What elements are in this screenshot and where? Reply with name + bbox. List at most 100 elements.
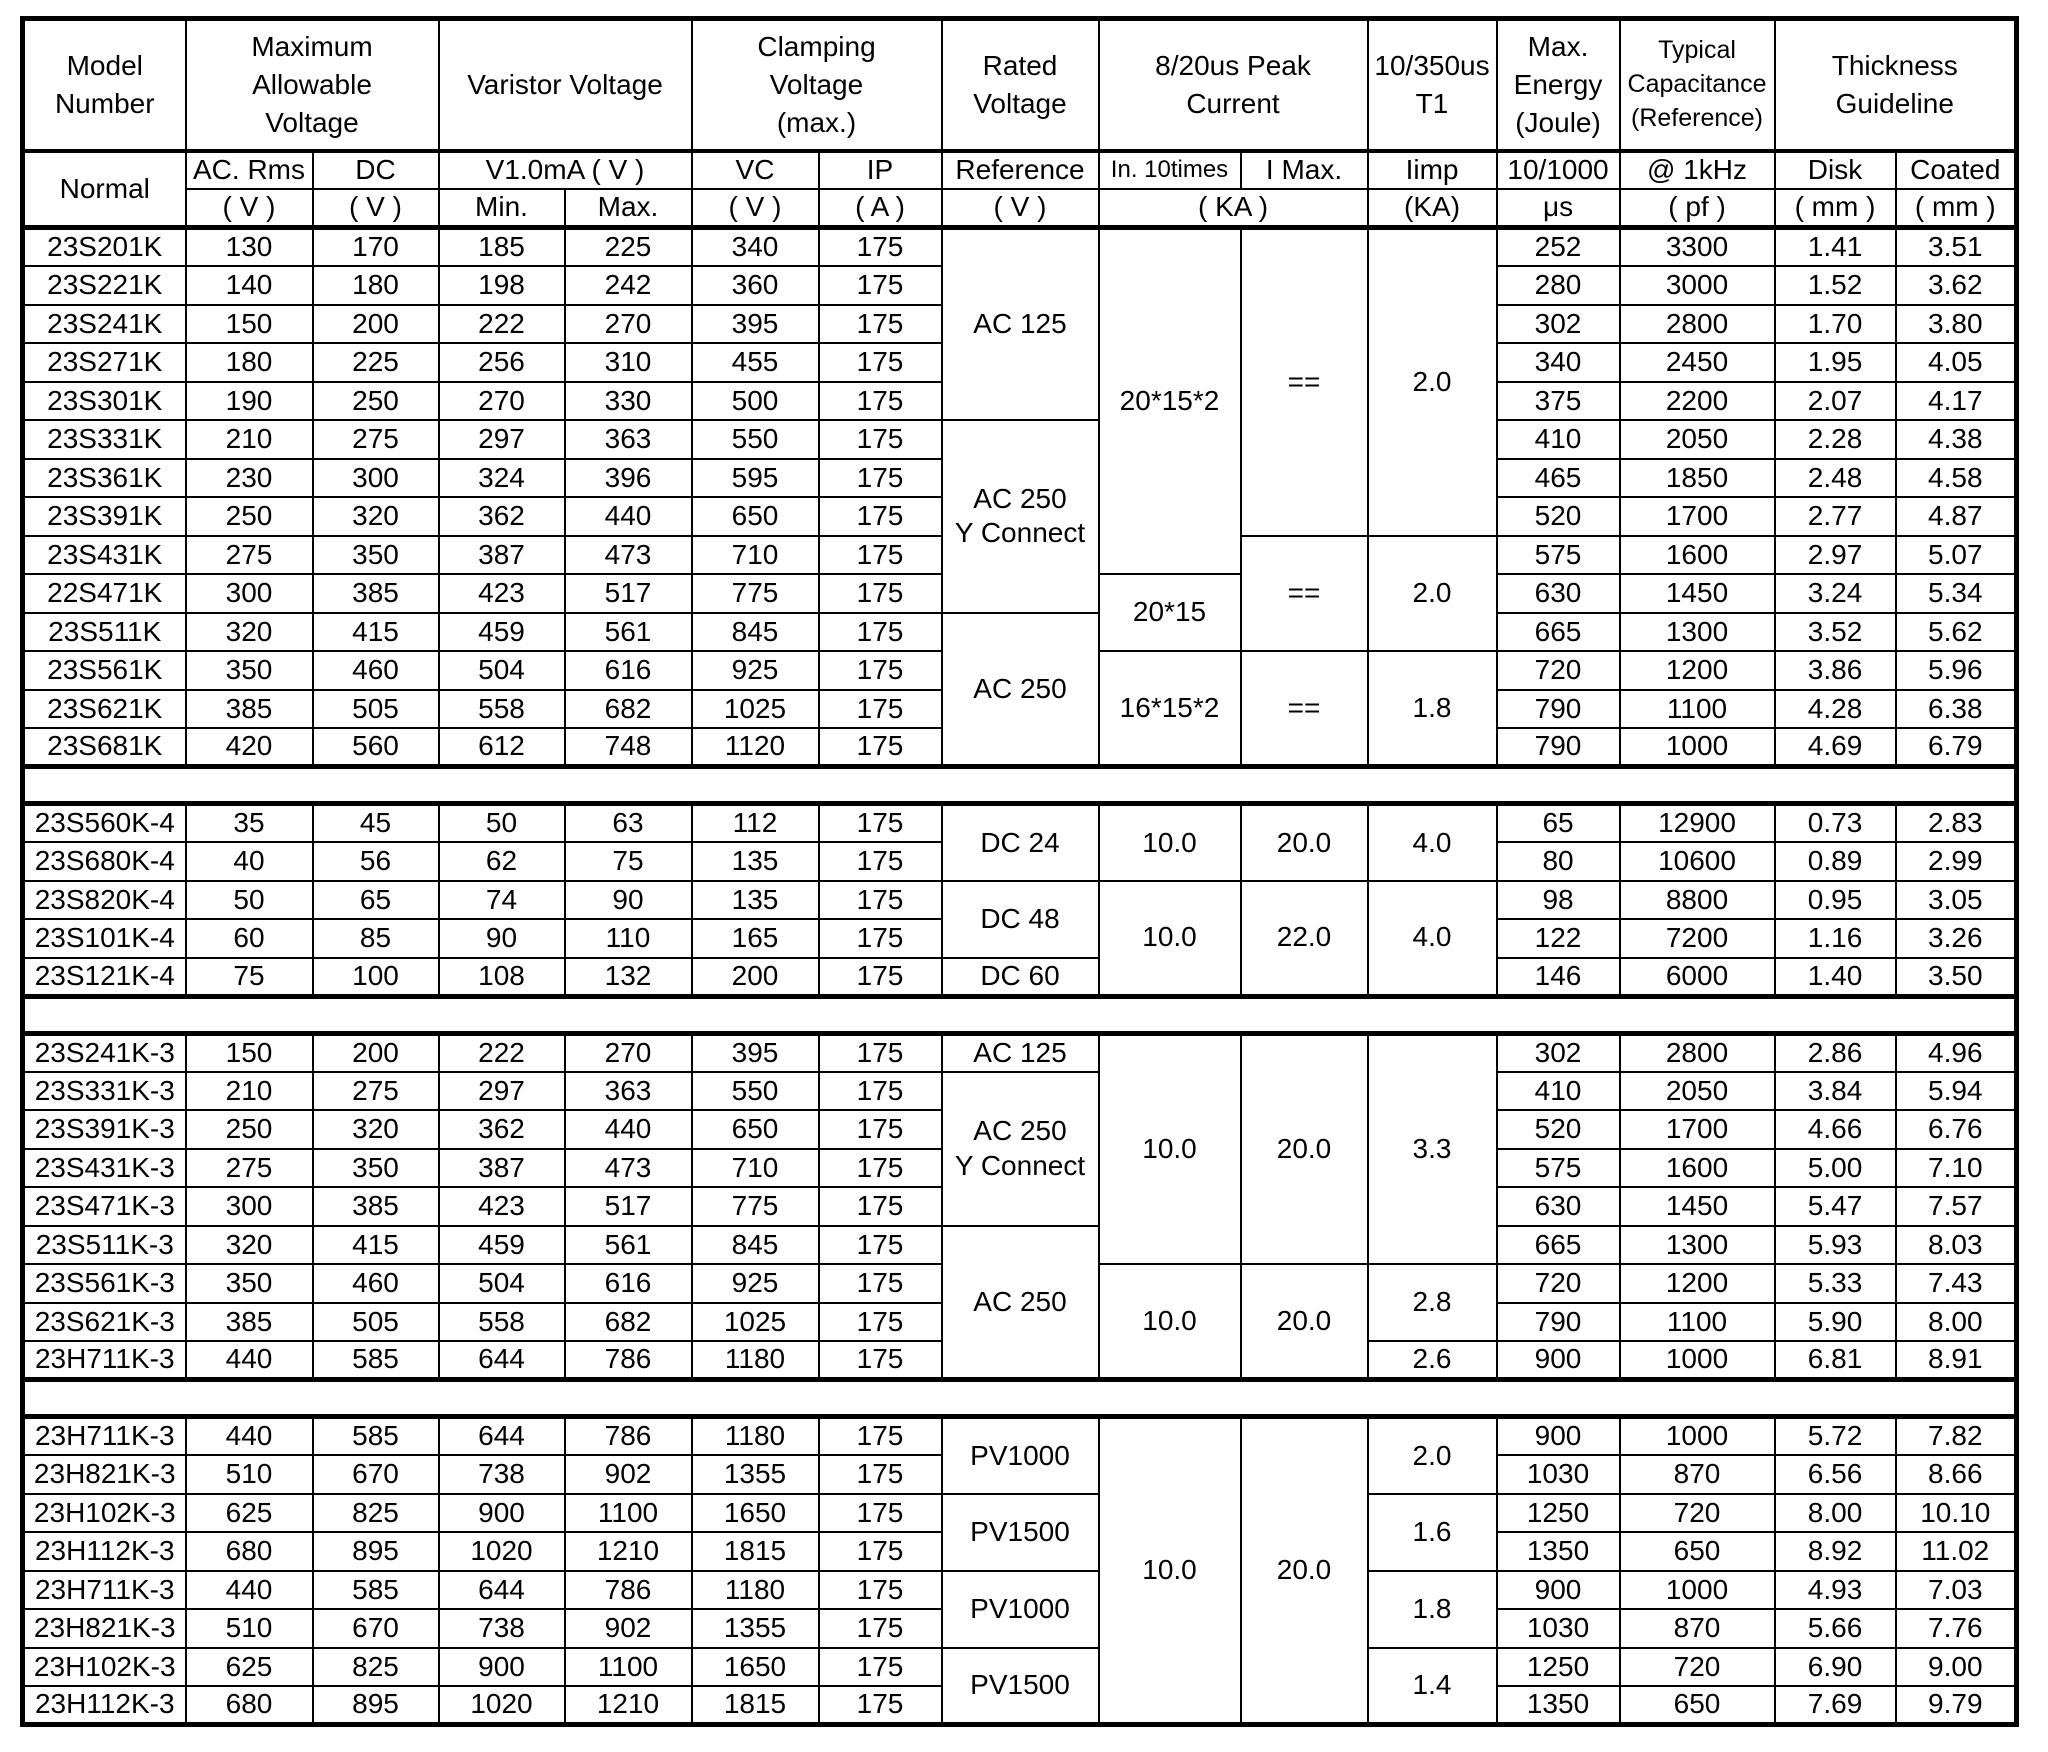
table-row: 23S391K-3 250 320 362 440 650 175 520 1700 4.66 6.… bbox=[21, 1109, 2018, 1150]
value-cell: 650 bbox=[1618, 1685, 1776, 1726]
value-cell: 1180 bbox=[690, 1340, 820, 1381]
table-row: 23S511K 320 415 459 561 845 175 AC 250 665 1300 3.… bbox=[21, 611, 2018, 768]
model-number-cell: 23H102K-3 bbox=[21, 1492, 187, 1533]
model-number-cell: 23S621K bbox=[21, 688, 187, 729]
value-cell: 275 bbox=[184, 534, 314, 575]
value-cell: 1025 bbox=[690, 688, 820, 729]
value-cell: 845 bbox=[690, 1224, 820, 1265]
value-cell: 420 bbox=[184, 727, 314, 768]
value-cell: 175 bbox=[817, 1685, 943, 1726]
table-body: 23S201K 130 170 185 225 340 175 AC 125 20*15*2 ==… bbox=[21, 226, 2018, 1726]
value-cell: 825 bbox=[311, 1492, 440, 1533]
value-cell: 210 bbox=[184, 1070, 314, 1111]
value-cell: 3.51 bbox=[1894, 226, 2018, 267]
value-cell: 175 bbox=[817, 1224, 943, 1265]
value-cell: 11.02 bbox=[1894, 1531, 2018, 1572]
value-cell: 250 bbox=[184, 1109, 314, 1150]
header-cell: DC bbox=[311, 149, 440, 190]
value-cell: 132 bbox=[563, 956, 693, 997]
table-row: 23S431K 275 350 387 473 710 175 == 2.0 575 1600 2.9… bbox=[21, 534, 2018, 652]
value-cell: 786 bbox=[563, 1415, 693, 1456]
group-label-cell: 4.0 bbox=[1366, 879, 1498, 997]
value-cell: 644 bbox=[437, 1415, 566, 1456]
value-cell: 396 bbox=[563, 457, 693, 498]
value-cell: 175 bbox=[817, 303, 943, 344]
value-cell: 900 bbox=[437, 1646, 566, 1687]
group-label-cell: 10.0 bbox=[1097, 802, 1242, 882]
value-cell: 423 bbox=[437, 573, 566, 614]
value-cell: 74 bbox=[437, 879, 566, 920]
table-row: 23S621K 385 505 558 682 1025 175 790 1100 4.28 6.3… bbox=[21, 688, 2018, 729]
value-cell: 1.95 bbox=[1773, 342, 1897, 383]
value-cell: 2.77 bbox=[1773, 496, 1897, 537]
header-cell: ( pf ) bbox=[1618, 187, 1776, 230]
group-label-cell: 20.0 bbox=[1239, 1032, 1369, 1265]
model-number-cell: 23S201K bbox=[21, 226, 187, 267]
model-number-cell: 23H821K-3 bbox=[21, 1608, 187, 1649]
header-row: Model Number Maximum Allowable Voltage Var… bbox=[21, 17, 2018, 153]
table-row: 23H821K-3 510 670 738 902 1355 175 1030 870 5.66 7… bbox=[21, 1608, 2018, 1649]
value-cell: 1030 bbox=[1495, 1454, 1621, 1495]
value-cell: 775 bbox=[690, 573, 820, 614]
value-cell: 415 bbox=[311, 611, 440, 652]
value-cell: 80 bbox=[1495, 841, 1621, 882]
value-cell: 2.83 bbox=[1894, 802, 2018, 843]
value-cell: 517 bbox=[563, 573, 693, 614]
value-cell: 175 bbox=[817, 879, 943, 920]
value-cell: 1650 bbox=[690, 1646, 820, 1687]
value-cell: 7.43 bbox=[1894, 1263, 2018, 1304]
value-cell: 320 bbox=[184, 1224, 314, 1265]
value-cell: 8.66 bbox=[1894, 1454, 2018, 1495]
table-row: 23S241K 150 200 222 270 395 175 302 2800 1.70 3.80 bbox=[21, 303, 2018, 344]
value-cell: 5.33 bbox=[1773, 1263, 1897, 1304]
header-cell: Disk bbox=[1773, 149, 1897, 190]
value-cell: 75 bbox=[563, 841, 693, 882]
spacer-cell bbox=[22, 1377, 2017, 1419]
value-cell: 440 bbox=[184, 1415, 314, 1456]
value-cell: 630 bbox=[1495, 1186, 1621, 1227]
group-label-cell: PV1000 bbox=[940, 1415, 1100, 1495]
group-label-cell: DC 48 bbox=[940, 879, 1100, 959]
value-cell: 275 bbox=[311, 419, 440, 460]
table-row: 23S101K-4 60 85 90 110 165 175 122 7200 1.16 3.26 bbox=[21, 918, 2018, 959]
group-label-cell: 2.0 bbox=[1366, 534, 1498, 652]
value-cell: 415 bbox=[311, 1224, 440, 1265]
value-cell: 2.6 bbox=[1366, 1340, 1498, 1381]
value-cell: 8.03 bbox=[1894, 1224, 2018, 1265]
value-cell: 4.87 bbox=[1894, 496, 2018, 537]
value-cell: 90 bbox=[563, 879, 693, 920]
value-cell: 505 bbox=[311, 688, 440, 729]
value-cell: 350 bbox=[311, 1147, 440, 1188]
group-label-cell: 20.0 bbox=[1239, 802, 1369, 882]
header-cell: ( A ) bbox=[817, 187, 943, 230]
value-cell: 748 bbox=[563, 727, 693, 768]
value-cell: 1.40 bbox=[1773, 956, 1897, 997]
value-cell: 2800 bbox=[1618, 1032, 1776, 1073]
value-cell: 1020 bbox=[437, 1531, 566, 1572]
value-cell: 1100 bbox=[563, 1492, 693, 1533]
value-cell: 786 bbox=[563, 1569, 693, 1610]
table-header: Model Number Maximum Allowable Voltage Var… bbox=[21, 17, 2018, 230]
value-cell: 520 bbox=[1495, 1109, 1621, 1150]
value-cell: 275 bbox=[311, 1070, 440, 1111]
value-cell: 270 bbox=[563, 1032, 693, 1073]
value-cell: 4.05 bbox=[1894, 342, 2018, 383]
value-cell: 3.05 bbox=[1894, 879, 2018, 920]
value-cell: 250 bbox=[311, 380, 440, 421]
value-cell: 5.90 bbox=[1773, 1301, 1897, 1342]
value-cell: 455 bbox=[690, 342, 820, 383]
model-number-cell: 23S101K-4 bbox=[21, 918, 187, 959]
table-row: 23S331K 210 275 297 363 550 175 AC 250 Y Connec… bbox=[21, 419, 2018, 614]
value-cell: 5.34 bbox=[1894, 573, 2018, 614]
value-cell: 222 bbox=[437, 1032, 566, 1073]
value-cell: 5.00 bbox=[1773, 1147, 1897, 1188]
value-cell: 440 bbox=[184, 1340, 314, 1381]
value-cell: 1815 bbox=[690, 1685, 820, 1726]
value-cell: 3.52 bbox=[1773, 611, 1897, 652]
model-number-cell: 23S561K bbox=[21, 650, 187, 691]
value-cell: 4.38 bbox=[1894, 419, 2018, 460]
value-cell: 185 bbox=[437, 226, 566, 267]
value-cell: 200 bbox=[311, 303, 440, 344]
header-cell: ( V ) bbox=[690, 187, 820, 230]
value-cell: 362 bbox=[437, 1109, 566, 1150]
